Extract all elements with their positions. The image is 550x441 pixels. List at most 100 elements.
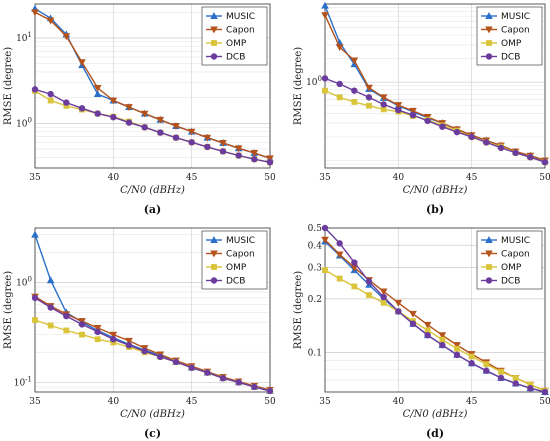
data-point xyxy=(219,139,227,147)
data-point xyxy=(468,353,475,360)
data-point xyxy=(350,57,359,65)
data-point xyxy=(321,1,329,9)
data-point xyxy=(172,358,180,366)
data-point xyxy=(321,75,329,82)
data-point xyxy=(141,124,148,131)
y-axis-label: RMSE (degree) xyxy=(293,271,304,349)
data-point xyxy=(204,369,211,376)
data-point xyxy=(409,320,417,327)
legend-label: DCB xyxy=(501,53,520,63)
legend-marker xyxy=(210,250,218,258)
data-point xyxy=(172,134,180,141)
series-dcb xyxy=(321,75,549,166)
data-point xyxy=(266,159,274,166)
data-point xyxy=(365,94,373,101)
data-point xyxy=(322,267,328,274)
data-point xyxy=(468,133,475,141)
legend-label: DCB xyxy=(226,53,245,63)
legend-marker xyxy=(210,12,218,19)
data-point xyxy=(453,351,461,359)
x-tick-label: 40 xyxy=(393,173,405,183)
data-point xyxy=(512,380,519,387)
legend-marker xyxy=(486,40,492,46)
legend-marker xyxy=(485,12,493,19)
data-point xyxy=(394,299,403,307)
data-point xyxy=(351,99,358,105)
data-point xyxy=(219,374,227,382)
data-point xyxy=(351,259,358,266)
data-point xyxy=(251,383,258,391)
x-tick-label: 50 xyxy=(264,173,276,183)
data-point xyxy=(365,84,373,92)
series-line xyxy=(324,77,546,163)
data-point xyxy=(351,87,358,94)
series-omp xyxy=(322,267,548,394)
data-point xyxy=(468,360,475,367)
legend-marker xyxy=(485,277,493,284)
legend-label: Capon xyxy=(226,250,255,260)
data-point xyxy=(47,97,54,104)
data-point xyxy=(140,110,149,118)
data-point xyxy=(438,332,447,340)
data-point xyxy=(204,143,211,151)
data-point xyxy=(93,90,102,98)
legend-label: OMP xyxy=(226,263,247,273)
data-point xyxy=(141,347,148,355)
data-point xyxy=(424,332,431,339)
series-line xyxy=(324,14,546,162)
data-point xyxy=(46,276,55,284)
data-point xyxy=(527,385,534,392)
y-tick-label: 100 xyxy=(16,116,32,129)
data-point xyxy=(110,114,117,121)
data-point xyxy=(62,33,71,41)
data-point xyxy=(32,317,38,323)
x-tick-label: 40 xyxy=(108,173,120,183)
legend-label: MUSIC xyxy=(501,12,530,22)
series-dcb xyxy=(31,294,274,395)
data-point xyxy=(109,97,118,105)
data-point xyxy=(235,379,242,386)
data-point xyxy=(439,336,446,343)
data-point xyxy=(219,148,227,155)
legend: MUSIC Capon OMP DCB xyxy=(201,230,268,290)
data-point xyxy=(31,9,39,17)
data-point xyxy=(336,240,343,247)
axes-box xyxy=(34,227,271,393)
data-point xyxy=(63,312,70,320)
data-point xyxy=(483,139,490,146)
data-point xyxy=(321,224,329,232)
data-point xyxy=(266,155,274,163)
data-point xyxy=(453,128,461,136)
data-point xyxy=(336,275,343,282)
data-point xyxy=(172,123,180,130)
series-dcb xyxy=(31,86,274,166)
data-point xyxy=(235,152,242,159)
data-point xyxy=(483,367,490,374)
legend-marker xyxy=(211,264,217,270)
data-point xyxy=(497,144,505,151)
x-tick-label: 50 xyxy=(264,397,276,407)
data-point xyxy=(454,345,460,352)
axes-box xyxy=(34,3,271,169)
data-point xyxy=(380,299,387,306)
legend-marker xyxy=(210,236,218,243)
series-line xyxy=(34,295,271,391)
data-point xyxy=(527,153,534,161)
axes-box xyxy=(324,227,546,393)
x-tick-label: 50 xyxy=(539,397,550,407)
data-point xyxy=(47,322,54,329)
data-point xyxy=(379,288,388,296)
data-point xyxy=(251,156,258,163)
data-point xyxy=(188,139,195,146)
data-point xyxy=(63,99,70,106)
x-axis-label: C/N0 (dBHz) xyxy=(403,409,468,420)
data-point xyxy=(321,12,329,20)
data-point xyxy=(336,80,343,88)
legend-marker xyxy=(485,250,493,258)
data-point xyxy=(157,353,164,361)
chart-panel-3: 35 40 45 50 10-1 100 MUSIC Capon OMP DCB C/N0 (dBH… xyxy=(3,227,276,440)
data-point xyxy=(541,158,549,166)
data-point xyxy=(234,145,243,153)
x-tick-label: 35 xyxy=(29,173,41,183)
data-point xyxy=(395,308,402,315)
